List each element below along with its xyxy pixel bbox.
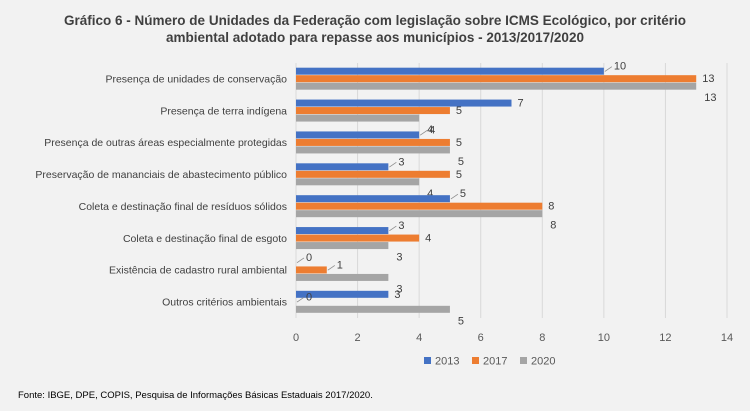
data-label-leader	[296, 296, 305, 303]
category-label: Outros critérios ambientais	[162, 297, 287, 309]
data-label: 3	[396, 283, 402, 295]
data-label: 5	[456, 169, 462, 181]
x-tick-label: 2	[355, 332, 361, 344]
data-label: 8	[550, 220, 556, 232]
legend-label: 2020	[531, 356, 555, 368]
data-label-leader	[327, 265, 336, 271]
bar-2017	[296, 107, 450, 115]
x-tick-label: 4	[416, 332, 422, 344]
bar-2020	[296, 82, 697, 90]
data-label: 5	[456, 105, 462, 117]
data-label: 4	[429, 124, 435, 136]
bar-2020	[296, 210, 543, 218]
data-label: 0	[306, 291, 312, 303]
legend-swatch-2017	[472, 357, 479, 364]
data-label: 1	[337, 259, 343, 271]
bar-2013	[296, 163, 389, 171]
category-label: Presença de terra indígena	[160, 105, 287, 117]
data-label: 13	[702, 73, 714, 85]
data-label: 4	[427, 124, 433, 136]
bar-2017	[296, 170, 450, 178]
data-label: 0	[306, 252, 312, 264]
data-label: 5	[460, 188, 466, 200]
bar-2017	[296, 234, 420, 242]
bar-2020	[296, 178, 420, 186]
category-label: Coleta e destinação final de resíduos só…	[79, 201, 287, 213]
bar-2013	[296, 195, 450, 203]
data-label: 4	[425, 233, 431, 245]
bar-2013	[296, 67, 604, 75]
legend-label: 2017	[483, 356, 507, 368]
x-tick-label: 14	[721, 332, 733, 344]
data-label-leader	[296, 257, 305, 264]
data-label: 10	[614, 61, 626, 73]
data-label-leader	[389, 225, 397, 232]
data-label: 3	[394, 289, 400, 301]
data-label: 4	[427, 188, 433, 200]
bar-2013	[296, 227, 389, 235]
bar-2017	[296, 202, 543, 210]
bar-2020	[296, 146, 450, 154]
data-label-leader	[604, 66, 613, 72]
data-label-leader	[389, 161, 397, 168]
bar-2013	[296, 99, 512, 107]
bar-2020	[296, 242, 389, 250]
chart-title-line1: Gráfico 6 - Número de Unidades da Federa…	[64, 13, 686, 28]
source-note: Fonte: IBGE, DPE, COPIS, Pesquisa de Inf…	[18, 390, 373, 401]
category-label: Presença de unidades de conservação	[105, 73, 287, 85]
bar-2020	[296, 114, 420, 122]
x-tick-label: 12	[659, 332, 671, 344]
data-label-leader	[450, 193, 459, 200]
legend-swatch-2013	[424, 357, 431, 364]
bar-2017	[296, 138, 450, 146]
bar-2013	[296, 131, 420, 139]
category-label: Preservação de mananciais de abastecimen…	[35, 169, 287, 181]
chart-title-line2: ambiental adotado para repasse aos munic…	[166, 30, 584, 45]
legend-swatch-2020	[520, 357, 527, 364]
data-label: 5	[456, 137, 462, 149]
category-label: Coleta e destinação final de esgoto	[123, 233, 287, 245]
data-label: 3	[398, 156, 404, 168]
bar-2020	[296, 273, 389, 281]
x-tick-label: 0	[293, 332, 299, 344]
legend-label: 2013	[435, 356, 459, 368]
bar-2017	[296, 75, 697, 83]
data-label: 5	[458, 315, 464, 327]
data-label: 3	[396, 252, 402, 264]
bar-2013	[296, 290, 389, 298]
x-tick-label: 10	[598, 332, 610, 344]
data-label: 3	[398, 220, 404, 232]
category-label: Presença de outras áreas especialmente p…	[44, 137, 287, 149]
data-label: 7	[518, 98, 524, 110]
chart-title: Gráfico 6 - Número de Unidades da Federa…	[0, 12, 750, 46]
data-label: 5	[458, 156, 464, 168]
category-label: Existência de cadastro rural ambiental	[109, 265, 287, 277]
data-label: 8	[548, 201, 554, 213]
data-label-leader	[419, 130, 428, 136]
data-label: 13	[704, 92, 716, 104]
x-tick-label: 6	[478, 332, 484, 344]
bar-2017	[296, 266, 327, 274]
bar-2020	[296, 305, 450, 313]
x-tick-label: 8	[539, 332, 545, 344]
